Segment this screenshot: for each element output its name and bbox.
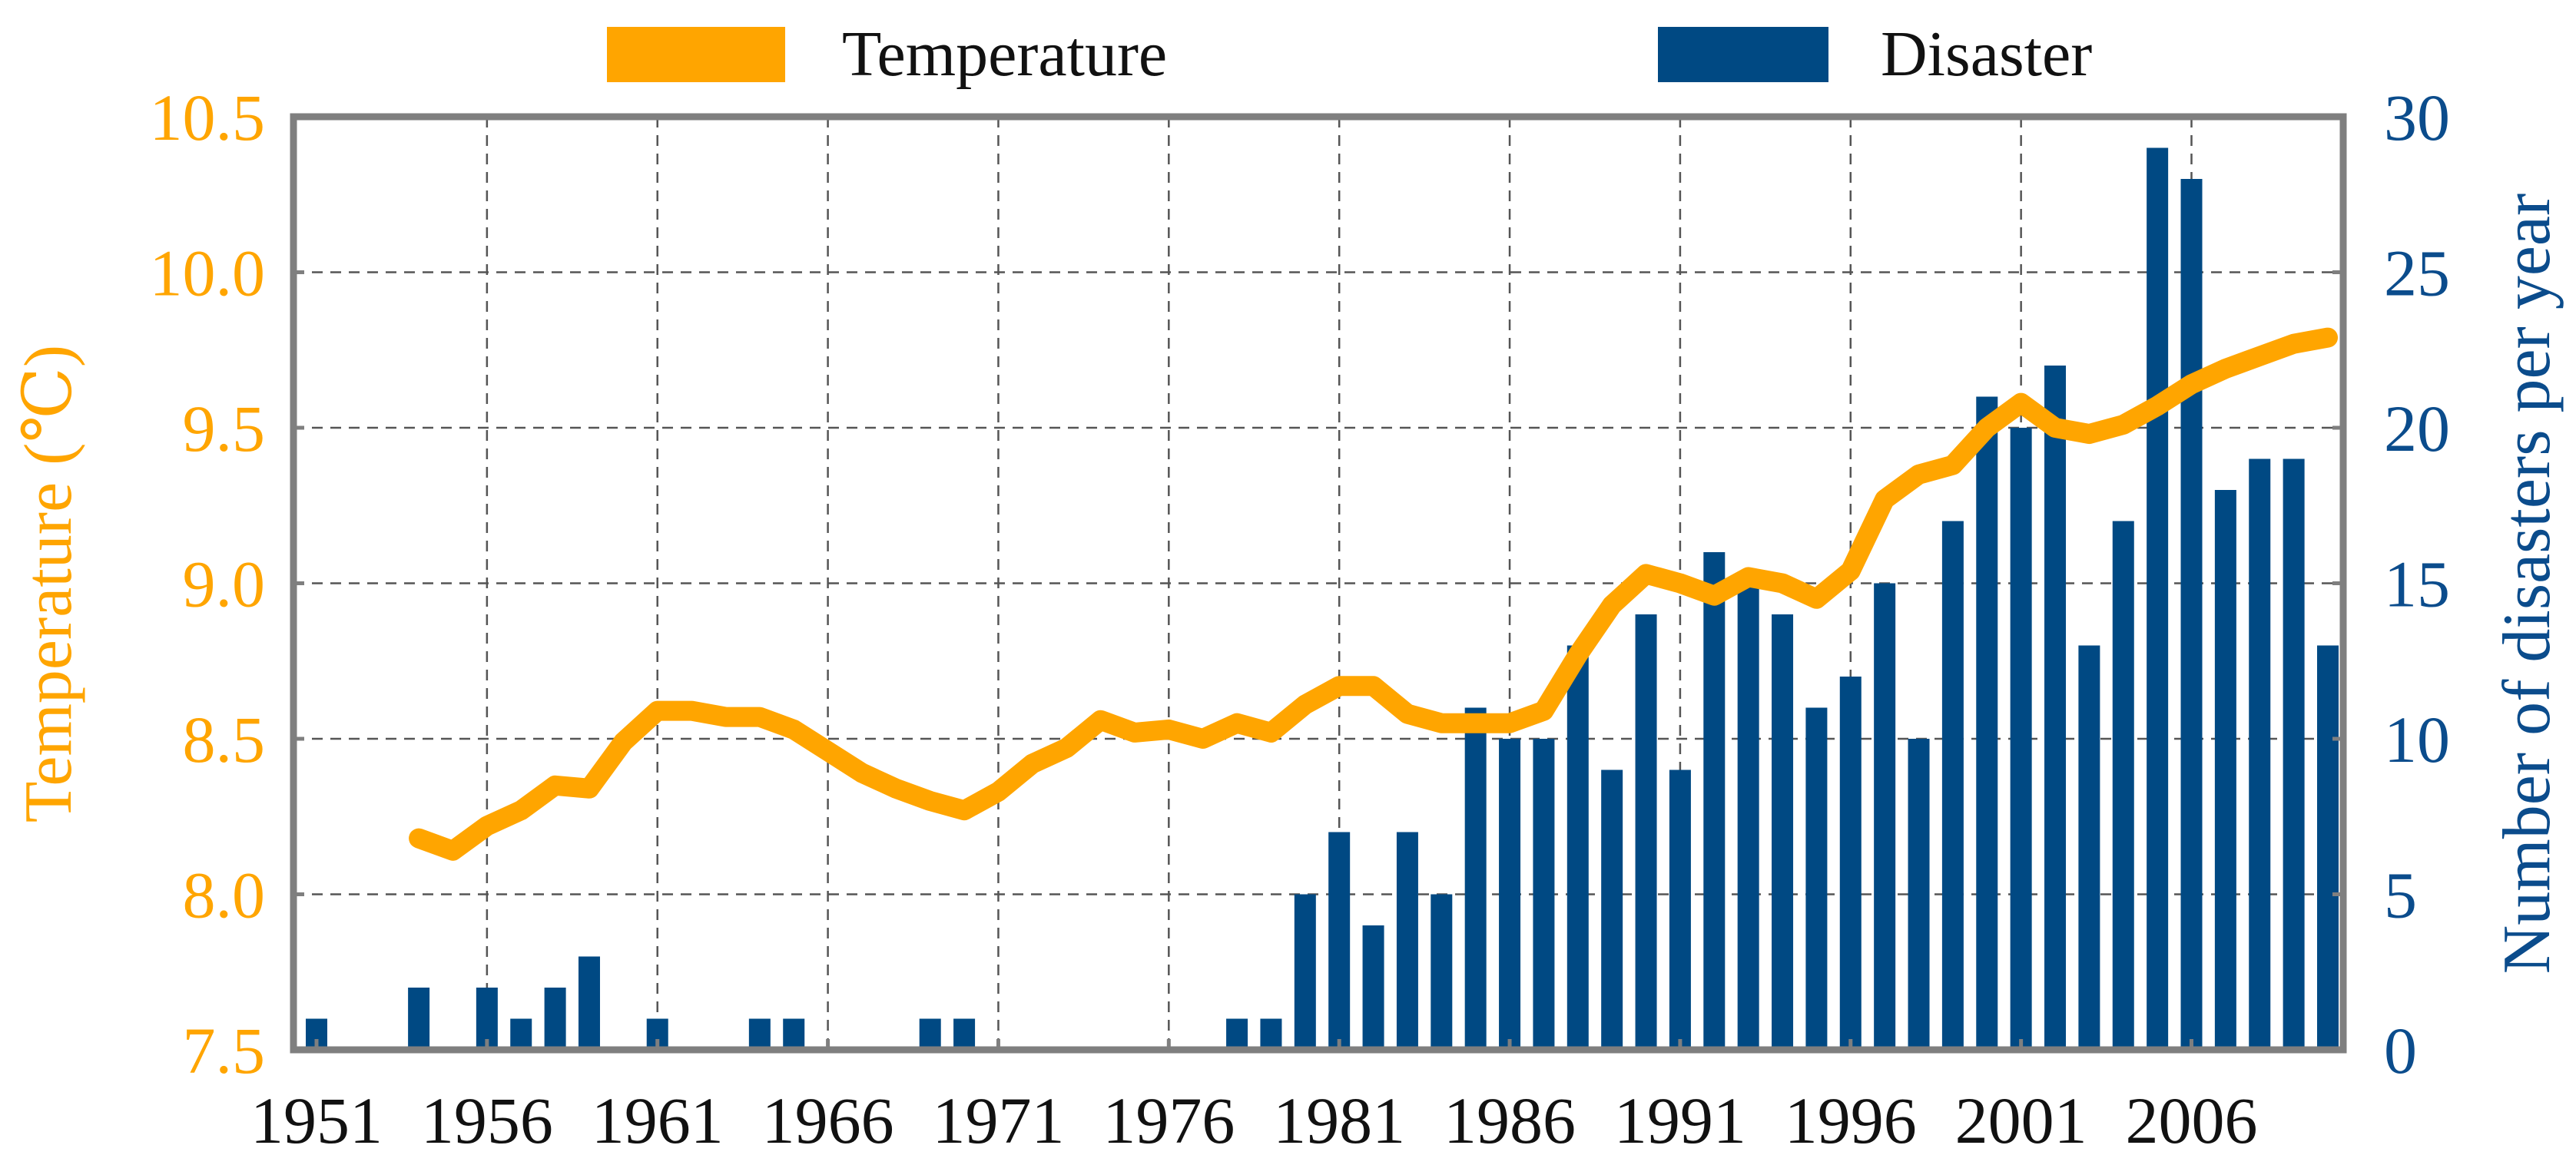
disaster-bar-1964 xyxy=(748,1018,771,1050)
legend: Temperature Disaster xyxy=(607,18,2092,90)
disaster-bar-1986 xyxy=(1499,739,1521,1050)
grid-layer xyxy=(293,117,2343,1050)
disaster-bar-2004 xyxy=(2112,521,2134,1050)
disaster-bar-1993 xyxy=(1737,583,1759,1050)
line-layer xyxy=(409,327,2338,861)
right-axis-ticks: 0 5 10 15 20 25 30 xyxy=(2332,81,2450,1087)
bar-layer xyxy=(306,147,2339,1050)
disaster-bar-1997 xyxy=(1874,583,1896,1050)
right-tick-label: 25 xyxy=(2384,237,2450,310)
right-tick-label: 5 xyxy=(2384,859,2417,932)
disaster-bar-1959 xyxy=(578,956,600,1050)
disaster-bar-1969 xyxy=(919,1018,941,1050)
disaster-bar-1996 xyxy=(1839,677,1862,1050)
x-tick-label: 1971 xyxy=(932,1084,1064,1157)
left-tick-label: 8.5 xyxy=(183,703,266,776)
legend-label-disaster: Disaster xyxy=(1881,18,2092,90)
right-axis-title: Number of disasters per year xyxy=(2490,194,2564,975)
right-tick-label: 30 xyxy=(2384,81,2450,154)
left-tick-label: 9.0 xyxy=(183,548,266,621)
x-tick-label: 1976 xyxy=(1102,1084,1235,1157)
disaster-bar-1958 xyxy=(544,988,566,1050)
temperature-line xyxy=(409,327,2338,861)
x-tick-label: 1961 xyxy=(592,1084,724,1157)
disaster-bar-1989 xyxy=(1601,769,1623,1050)
disaster-bar-1990 xyxy=(1635,614,1657,1050)
disaster-bar-1979 xyxy=(1260,1018,1282,1050)
disaster-bar-2008 xyxy=(2249,458,2271,1050)
disaster-bar-1980 xyxy=(1294,894,1316,1050)
legend-label-temperature: Temperature xyxy=(842,18,1167,90)
disaster-bar-1984 xyxy=(1431,894,1453,1050)
disaster-bar-1995 xyxy=(1805,707,1828,1050)
disaster-bar-1965 xyxy=(783,1018,805,1050)
disaster-bar-2006 xyxy=(2180,179,2203,1050)
x-tick-label: 1956 xyxy=(421,1084,553,1157)
legend-swatch-temperature xyxy=(607,27,785,82)
disaster-bar-1999 xyxy=(1941,521,1964,1050)
x-tick-label: 1991 xyxy=(1614,1084,1746,1157)
x-tick-label: 1996 xyxy=(1785,1084,1917,1157)
right-tick-label: 20 xyxy=(2384,392,2450,465)
left-tick-label: 8.0 xyxy=(183,859,266,932)
disaster-bar-1988 xyxy=(1566,645,1589,1050)
disaster-bar-1957 xyxy=(510,1018,532,1050)
disaster-bar-1992 xyxy=(1703,552,1726,1050)
x-tick-label: 2006 xyxy=(2126,1084,2258,1157)
disaster-bar-1985 xyxy=(1464,707,1487,1050)
left-tick-label: 10.5 xyxy=(150,81,266,154)
disaster-bar-2007 xyxy=(2214,490,2236,1050)
disaster-bar-2010 xyxy=(2317,645,2339,1050)
disaster-bar-2000 xyxy=(1976,396,1998,1050)
x-tick-label: 1986 xyxy=(1444,1084,1576,1157)
x-axis-ticks: 1951 1956 1961 1966 1971 1976 1981 1986 1991 1996… xyxy=(250,1039,2258,1157)
left-tick-label: 9.5 xyxy=(183,392,266,465)
x-tick-label: 1966 xyxy=(762,1084,894,1157)
disaster-bar-2002 xyxy=(2044,366,2067,1050)
disaster-bar-1978 xyxy=(1226,1018,1248,1050)
left-axis-ticks: 7.5 8.0 8.5 9.0 9.5 10.0 10.5 xyxy=(150,81,304,1087)
disaster-bar-2009 xyxy=(2283,458,2305,1050)
disaster-bar-2005 xyxy=(2147,147,2169,1050)
disaster-bar-2001 xyxy=(2010,428,2032,1050)
disaster-bar-1981 xyxy=(1328,832,1351,1050)
disaster-bar-1991 xyxy=(1669,769,1691,1050)
disaster-bar-1983 xyxy=(1396,832,1418,1050)
legend-swatch-disaster xyxy=(1658,27,1828,82)
left-axis-title: Temperature (℃) xyxy=(12,345,86,822)
disaster-bar-1970 xyxy=(953,1018,976,1050)
disaster-bar-2003 xyxy=(2078,645,2100,1050)
x-tick-label: 1981 xyxy=(1273,1084,1405,1157)
disaster-bar-1954 xyxy=(408,988,430,1050)
disaster-bar-1987 xyxy=(1533,739,1555,1050)
left-tick-label: 7.5 xyxy=(183,1014,266,1087)
left-tick-label: 10.0 xyxy=(150,237,266,310)
x-tick-label: 1951 xyxy=(250,1084,383,1157)
disaster-bar-1982 xyxy=(1362,925,1384,1050)
right-tick-label: 10 xyxy=(2384,703,2450,776)
disaster-bar-1994 xyxy=(1772,614,1794,1050)
right-tick-label: 15 xyxy=(2384,548,2450,621)
x-tick-label: 2001 xyxy=(1955,1084,2087,1157)
disaster-bar-1998 xyxy=(1908,739,1930,1050)
right-tick-label: 0 xyxy=(2384,1014,2417,1087)
